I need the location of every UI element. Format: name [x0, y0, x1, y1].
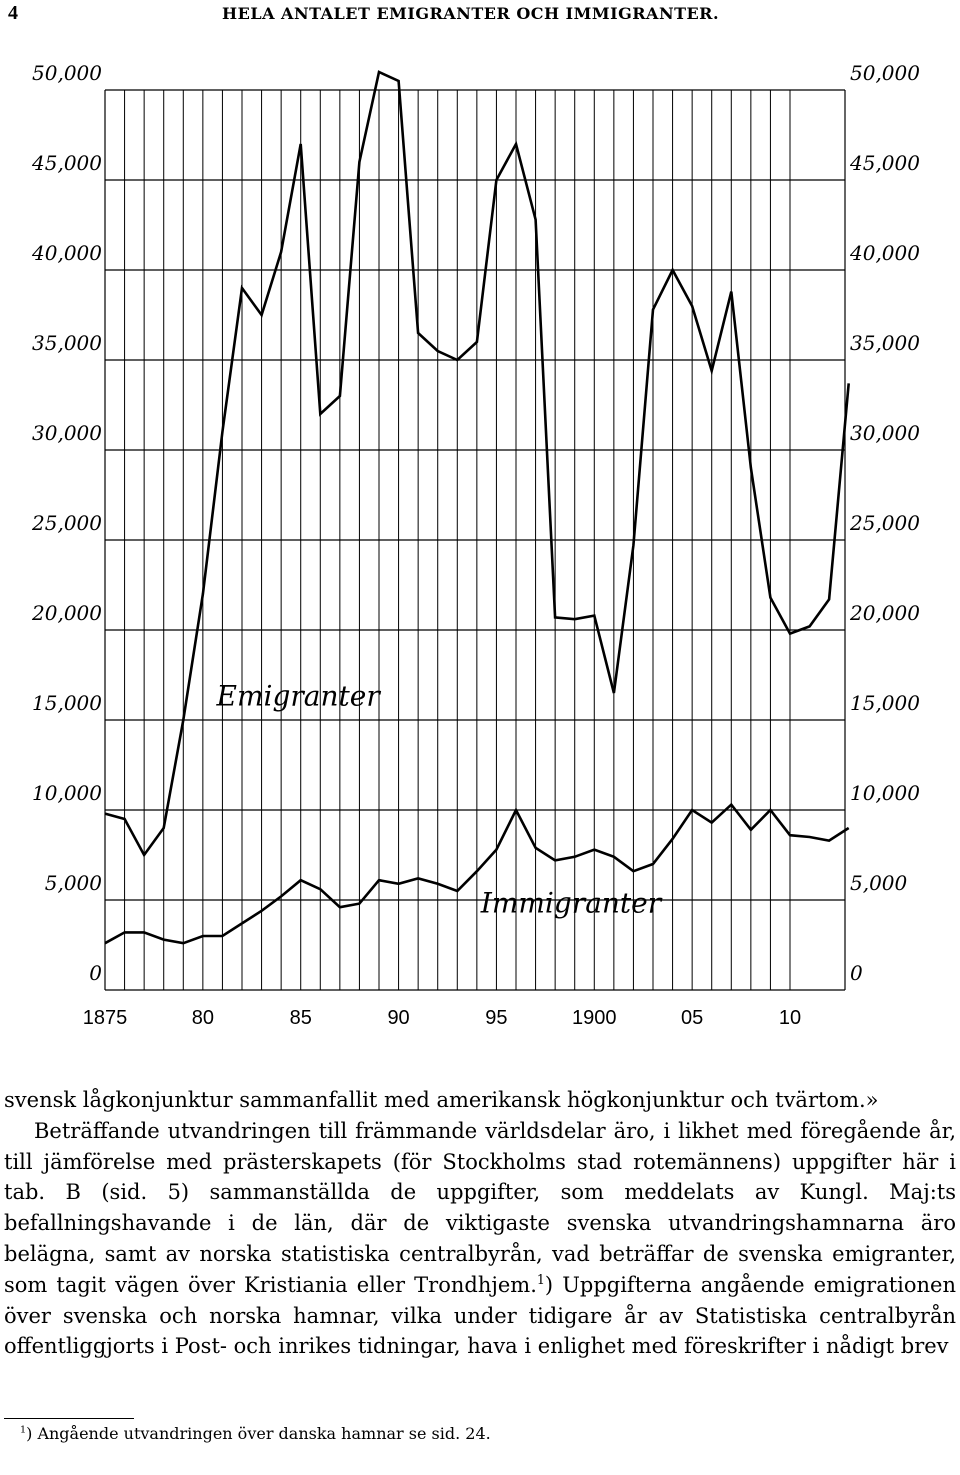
- x-tick-label: 10: [779, 1007, 801, 1029]
- y-tick-label: 35,000: [32, 331, 102, 355]
- footnote-marker: 1: [20, 1424, 27, 1436]
- y-tick-label: 40,000: [849, 241, 920, 265]
- x-tick-label: 80: [192, 1007, 214, 1029]
- series-line-immigranter: [104, 802, 850, 945]
- y-tick-label: 5,000: [45, 871, 103, 895]
- body-text: svensk lågkonjunktur sammanfallit med am…: [4, 1085, 956, 1362]
- y-tick-label: 50,000: [850, 61, 920, 85]
- chart-grid: [104, 89, 846, 991]
- series-line-emigranter: [104, 70, 850, 858]
- y-tick-label: 10,000: [850, 781, 920, 805]
- series-label: Emigranter: [216, 680, 382, 713]
- y-tick-labels-left: 0 5,000 10,000 15,000 20,000 25,000 30,000 35,0…: [31, 61, 102, 985]
- y-tick-label: 50,000: [32, 61, 102, 85]
- y-tick-label: 0: [89, 961, 102, 985]
- footnote: 1) Angående utvandringen över danska ham…: [20, 1424, 491, 1443]
- y-tick-label: 30,000: [850, 421, 920, 445]
- x-tick-label: 85: [290, 1007, 312, 1029]
- x-tick-label: 95: [485, 1007, 507, 1029]
- y-tick-label: 15,000: [32, 691, 102, 715]
- y-tick-label: 25,000: [849, 511, 920, 535]
- series-lines: [104, 70, 850, 945]
- y-tick-label: 25,000: [31, 511, 102, 535]
- x-tick-label: 1900: [572, 1007, 617, 1029]
- y-tick-label: 15,000: [850, 691, 920, 715]
- paragraph-2-part-1: Beträffande utvandringen till främmande …: [4, 1118, 956, 1297]
- y-tick-label: 0: [850, 961, 863, 985]
- y-tick-label: 45,000: [31, 151, 102, 175]
- y-tick-label: 45,000: [849, 151, 920, 175]
- y-tick-label: 40,000: [31, 241, 102, 265]
- line-chart: 0 5,000 10,000 15,000 20,000 25,000 30,000 35,0…: [31, 61, 920, 1029]
- paragraph-2: Beträffande utvandringen till främmande …: [4, 1116, 956, 1362]
- y-tick-label: 20,000: [31, 601, 102, 625]
- y-tick-label: 20,000: [849, 601, 920, 625]
- series-label: Immigranter: [480, 887, 663, 920]
- x-tick-label: 05: [681, 1007, 703, 1029]
- y-tick-label: 35,000: [850, 331, 920, 355]
- y-tick-label: 10,000: [32, 781, 102, 805]
- y-tick-labels-right: 0 5,000 10,000 15,000 20,000 25,000 30,000 35,0…: [849, 61, 920, 985]
- x-tick-labels: 1875 80 85 90 95 1900 05 10: [83, 1007, 801, 1029]
- page-number: 4: [8, 2, 18, 24]
- footnote-reference: 1: [536, 1271, 545, 1287]
- x-tick-label: 90: [387, 1007, 409, 1029]
- running-head: HELA ANTALET EMIGRANTER OCH IMMIGRANTER.: [222, 4, 720, 23]
- x-tick-label: 1875: [83, 1007, 128, 1029]
- paragraph-1: svensk lågkonjunktur sammanfallit med am…: [4, 1088, 879, 1112]
- series-labels: Emigranter Immigranter: [216, 680, 663, 920]
- paragraph-2-part-2: ) Uppgifterna angående emigrationen över…: [4, 1272, 957, 1359]
- y-tick-label: 5,000: [850, 871, 908, 895]
- y-tick-label: 30,000: [32, 421, 102, 445]
- footnote-text: ) Angående utvandringen över danska hamn…: [26, 1424, 491, 1443]
- footnote-rule: [4, 1418, 134, 1419]
